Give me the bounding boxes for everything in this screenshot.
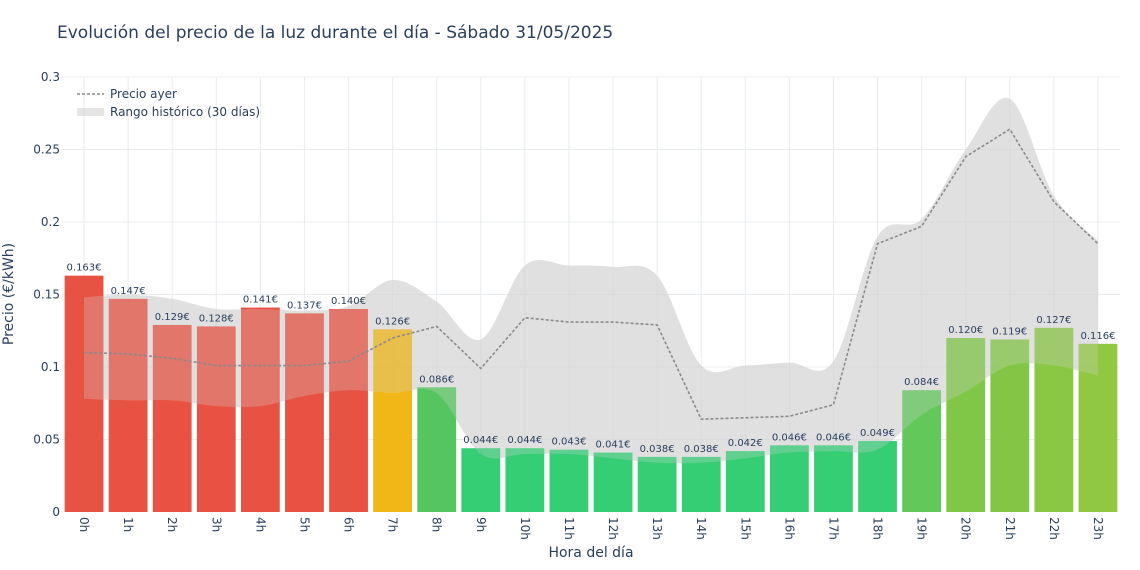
bar-value-label: 0.147€ <box>111 286 146 297</box>
bar-value-label: 0.128€ <box>199 313 234 324</box>
yesterday-line <box>84 128 1099 421</box>
y-tick-label: 0.2 <box>41 215 60 229</box>
bar-12h[interactable] <box>593 452 633 512</box>
bar-17h[interactable] <box>814 445 853 512</box>
y-tick-label: 0.05 <box>33 433 60 447</box>
x-tick-label: 13h <box>650 517 664 540</box>
bar-23h[interactable] <box>1078 343 1118 512</box>
y-tick-label: 0.25 <box>33 143 60 157</box>
x-tick-label: 15h <box>738 517 752 540</box>
x-tick-label: 18h <box>871 517 885 540</box>
bar-labels: 0.163€ 0.147€ 0.129€ 0.128€ 0.141€ 0.137€ 0.14… <box>67 263 1116 455</box>
x-tick-label: 0h <box>77 517 91 532</box>
bar-15h[interactable] <box>725 451 765 512</box>
bar-value-label: 0.046€ <box>816 432 851 443</box>
y-tick-label: 0.1 <box>41 360 60 374</box>
x-tick-label: 16h <box>782 517 796 540</box>
bar-4h[interactable] <box>240 307 280 512</box>
bar-18h[interactable] <box>858 440 897 512</box>
x-tick-label: 7h <box>386 517 400 532</box>
x-tick-label: 3h <box>209 517 223 532</box>
x-tick-label: 10h <box>518 517 532 540</box>
x-tick-label: 9h <box>474 517 488 532</box>
bar-value-label: 0.140€ <box>331 296 366 307</box>
bar-3h[interactable] <box>196 326 236 512</box>
chart-title: Evolución del precio de la luz durante e… <box>57 23 613 43</box>
x-tick-label: 2h <box>165 517 179 532</box>
bar-value-label: 0.086€ <box>419 374 454 385</box>
x-axis-label: Hora del día <box>548 545 633 561</box>
x-tick-label: 8h <box>430 517 444 532</box>
bar-0h[interactable] <box>64 275 104 512</box>
bar-2h[interactable] <box>152 324 192 512</box>
x-tick-label: 23h <box>1091 517 1105 540</box>
yesterday-line-layer <box>84 97 1099 464</box>
x-tick-label: 6h <box>342 517 356 532</box>
legend-yesterday-label: Precio ayer <box>110 87 177 101</box>
bar-14h[interactable] <box>681 456 721 512</box>
bar-5h[interactable] <box>285 313 324 512</box>
bar-22h[interactable] <box>1034 327 1074 512</box>
bar-16h[interactable] <box>769 445 809 512</box>
y-tick-label: 0.3 <box>41 70 60 84</box>
bar-19h[interactable] <box>902 390 942 512</box>
bar-10h[interactable] <box>505 448 545 512</box>
legend[interactable]: Precio ayer Rango histórico (30 días) <box>77 87 260 119</box>
bar-6h[interactable] <box>329 309 368 512</box>
x-tick-label: 11h <box>562 517 576 540</box>
y-axis-ticks: 0 0.05 0.1 0.15 0.2 0.25 0.3 <box>33 70 60 519</box>
x-tick-label: 22h <box>1047 517 1061 540</box>
bar-9h[interactable] <box>461 448 501 512</box>
bar-value-label: 0.137€ <box>287 300 322 311</box>
bars <box>64 275 1118 512</box>
bar-value-label: 0.041€ <box>596 440 631 451</box>
x-axis-ticks: 0h 1h 2h 3h 4h 5h 6h 7h 8h 9h 10h 11h 12h 13h 14h 15h 16… <box>77 517 1105 540</box>
legend-range-label: Rango histórico (30 días) <box>110 105 260 119</box>
bar-value-label: 0.038€ <box>684 444 719 455</box>
bar-value-label: 0.163€ <box>67 263 102 274</box>
bar-1h[interactable] <box>108 298 148 512</box>
x-tick-label: 12h <box>606 517 620 540</box>
historical-range-overlay <box>84 97 1098 464</box>
y-tick-label: 0.15 <box>33 288 60 302</box>
x-tick-label: 20h <box>959 517 973 540</box>
bar-value-label: 0.141€ <box>243 295 278 306</box>
x-tick-label: 14h <box>694 517 708 540</box>
bar-value-label: 0.120€ <box>948 325 983 336</box>
bar-21h[interactable] <box>990 339 1030 512</box>
bar-20h[interactable] <box>946 338 986 512</box>
bar-value-label: 0.044€ <box>463 435 498 446</box>
bar-value-label: 0.129€ <box>155 312 190 323</box>
bar-7h[interactable] <box>373 329 413 512</box>
bar-value-label: 0.126€ <box>375 316 410 327</box>
bar-value-label: 0.049€ <box>860 428 895 439</box>
bar-value-label: 0.042€ <box>728 438 763 449</box>
bar-value-label: 0.127€ <box>1036 315 1071 326</box>
y-tick-label: 0 <box>52 505 60 519</box>
bar-value-label: 0.084€ <box>904 377 939 388</box>
bar-value-label: 0.044€ <box>507 435 542 446</box>
bar-value-label: 0.119€ <box>992 326 1027 337</box>
x-tick-label: 1h <box>121 517 135 532</box>
x-tick-label: 5h <box>297 517 311 532</box>
x-tick-label: 17h <box>826 517 840 540</box>
bar-value-label: 0.046€ <box>772 432 807 443</box>
x-tick-label: 21h <box>1003 517 1017 540</box>
x-tick-label: 4h <box>253 517 267 532</box>
bar-13h[interactable] <box>637 456 677 512</box>
x-tick-label: 19h <box>915 517 929 540</box>
bar-value-label: 0.043€ <box>551 437 586 448</box>
bar-11h[interactable] <box>549 449 589 512</box>
bar-value-label: 0.116€ <box>1080 331 1115 342</box>
bar-value-label: 0.038€ <box>640 444 675 455</box>
bar-8h[interactable] <box>417 387 457 512</box>
y-axis-label: Precio (€/kWh) <box>1 243 17 345</box>
